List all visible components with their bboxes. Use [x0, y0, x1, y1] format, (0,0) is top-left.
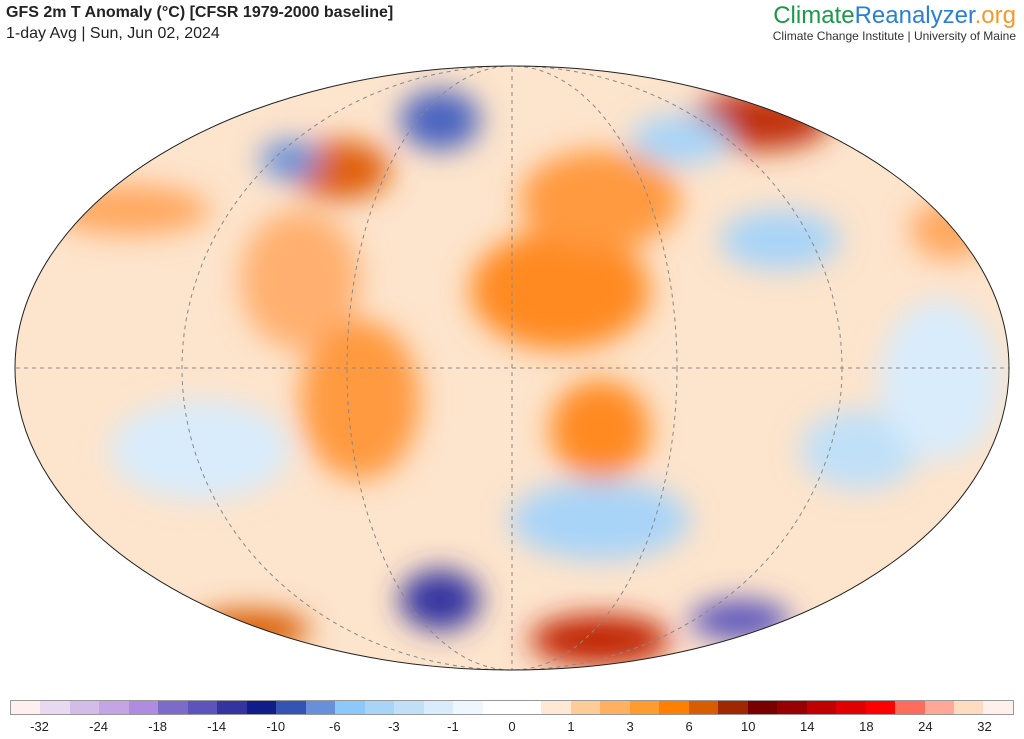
colorbar-swatch — [305, 701, 336, 714]
colorbar-swatch — [246, 701, 277, 714]
colorbar-swatch — [335, 701, 365, 714]
colorbar-label: 14 — [800, 719, 815, 734]
colorbar-label: 0 — [508, 719, 516, 734]
colorbar-label: -32 — [30, 719, 49, 734]
brand-part1: Climate — [773, 2, 855, 29]
colorbar-swatch — [128, 701, 159, 714]
colorbar-label: -18 — [148, 719, 168, 734]
temperature-anomaly-map — [14, 65, 1010, 671]
colorbar-label: -10 — [266, 719, 286, 734]
colorbar-swatch — [99, 701, 129, 714]
brand-subtitle: Climate Change Institute | University of… — [772, 29, 1016, 43]
colorbar-swatch — [187, 701, 218, 714]
colorbar-swatch — [511, 701, 542, 714]
colorbar-swatch — [659, 701, 689, 714]
colorbar-swatch — [276, 701, 306, 714]
map-title: GFS 2m T Anomaly (°C) [CFSR 1979-2000 ba… — [6, 4, 394, 21]
colorbar-swatch — [158, 701, 188, 714]
map-background — [15, 66, 1009, 670]
colorbar-swatch — [983, 701, 1013, 714]
colorbar-label: 3 — [626, 719, 634, 734]
colorbar-swatch — [394, 701, 424, 714]
brand-part2: Reanalyzer — [854, 2, 975, 29]
colorbar-swatch — [69, 701, 100, 714]
colorbar-swatch — [40, 701, 70, 714]
colorbar-label: 18 — [859, 719, 874, 734]
map-subtitle: 1-day Avg | Sun, Jun 02, 2024 — [6, 25, 220, 42]
colorbar-swatch — [747, 701, 778, 714]
colorbar-swatch — [865, 701, 896, 714]
colorbar-swatch — [453, 701, 483, 714]
colorbar-label: 1 — [567, 719, 575, 734]
colorbar-swatch — [11, 701, 41, 714]
colorbar-label: -1 — [447, 719, 459, 734]
colorbar-swatch — [629, 701, 660, 714]
colorbar-label: 24 — [918, 719, 933, 734]
colorbar-swatch — [541, 701, 571, 714]
colorbar-label: 32 — [977, 719, 992, 734]
globe-outline — [14, 65, 1010, 671]
colorbar-swatch — [954, 701, 984, 714]
colorbar-swatch — [688, 701, 719, 714]
colorbar-swatch — [570, 701, 601, 714]
colorbar-swatch — [806, 701, 837, 714]
colorbar-label: -6 — [329, 719, 341, 734]
anomaly-field — [50, 90, 1000, 665]
colorbar-swatch — [836, 701, 866, 714]
colorbar-swatch — [718, 701, 748, 714]
colorbar-label: -3 — [388, 719, 400, 734]
brand-logo[interactable]: ClimateReanalyzer.org — [773, 2, 1016, 30]
colorbar-swatch — [924, 701, 954, 714]
graticule — [15, 66, 1009, 670]
colorbar-swatch — [423, 701, 454, 714]
colorbar-swatch — [777, 701, 807, 714]
colorbar-swatch — [482, 701, 512, 714]
colorbar-label: 6 — [685, 719, 693, 734]
colorbar-label: -14 — [207, 719, 227, 734]
colorbar-swatch — [364, 701, 395, 714]
brand-part3: .org — [974, 2, 1016, 29]
colorbar — [10, 700, 1014, 715]
colorbar-label: 10 — [741, 719, 756, 734]
colorbar-swatch — [217, 701, 247, 714]
colorbar-label: -24 — [89, 719, 108, 734]
colorbar-swatch — [895, 701, 925, 714]
colorbar-swatch — [600, 701, 630, 714]
